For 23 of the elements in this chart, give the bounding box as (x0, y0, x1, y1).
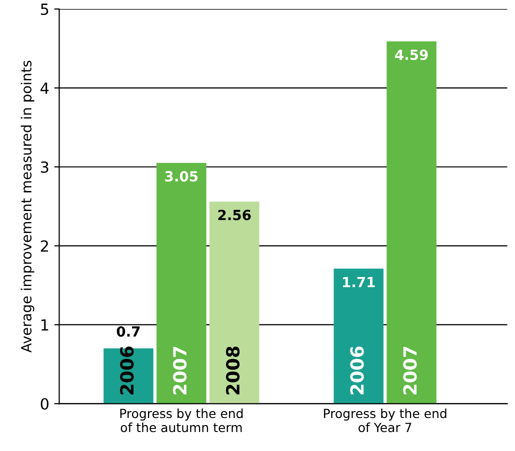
y-tick-label: 3 (40, 161, 48, 173)
data-label: 0.7 (116, 326, 140, 337)
x-tick-label: Progress by the end of the autumn term (120, 408, 243, 432)
data-label: 3.05 (165, 171, 198, 182)
y-tick-label: 0 (40, 398, 48, 410)
y-tick-label: 2 (40, 240, 48, 252)
series-label: 2007 (173, 346, 187, 394)
series-label: 2006 (120, 346, 134, 394)
bar (386, 41, 436, 404)
y-tick-label: 4 (40, 82, 49, 94)
text: 2006 (350, 346, 364, 394)
bar (156, 162, 206, 404)
data-label: 2.56 (218, 210, 251, 220)
y-axis-title: Average improvement measured in points (20, 60, 34, 353)
y-tick-label: 1 (41, 319, 48, 331)
y-tick-label: 5 (40, 4, 48, 16)
bar (334, 268, 384, 404)
data-label: 1.71 (343, 277, 375, 288)
series-label: 2008 (226, 346, 240, 394)
text: 2007 (403, 346, 417, 394)
bar (209, 202, 260, 404)
data-label: 4.59 (395, 50, 428, 60)
x-tick-label: Progress by the end of Year 7 (324, 408, 446, 432)
